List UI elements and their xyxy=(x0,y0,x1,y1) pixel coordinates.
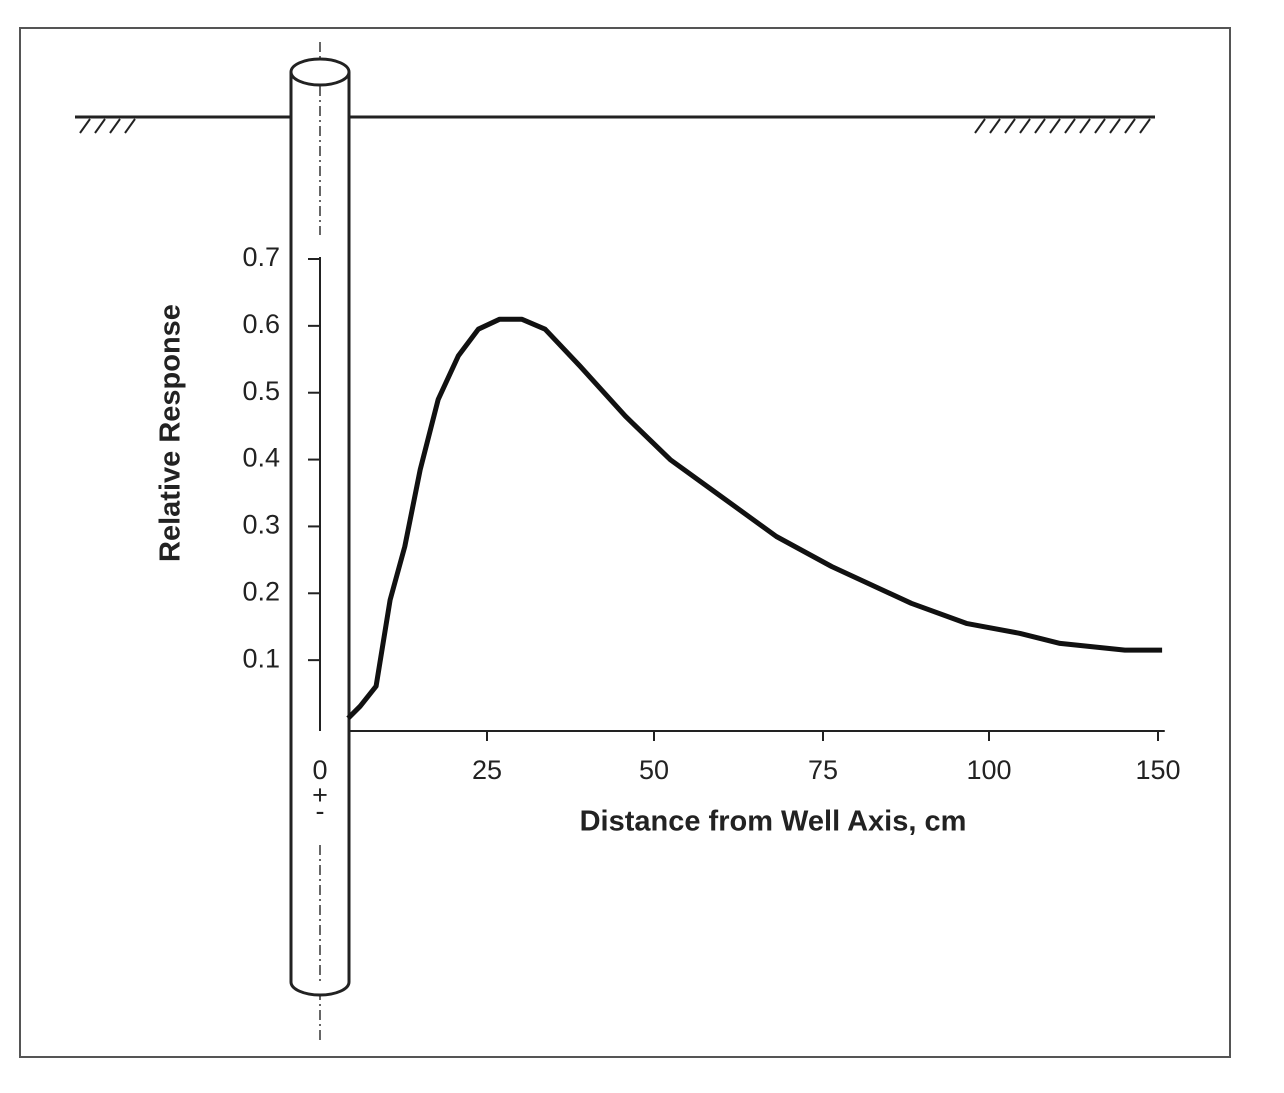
x-tick-label: 100 xyxy=(966,755,1011,785)
x-tick-label: 150 xyxy=(1135,755,1180,785)
x-axis-label: Distance from Well Axis, cm xyxy=(580,806,967,838)
well-top xyxy=(289,57,351,87)
x-tick-label: 50 xyxy=(639,755,669,785)
y-tick-label: 0.7 xyxy=(242,242,280,272)
ground-hatch xyxy=(79,118,1151,134)
x-tick-label: 25 xyxy=(472,755,502,785)
y-tick-label: 0.6 xyxy=(242,309,280,339)
y-axis-label: Relative Response xyxy=(155,304,187,562)
hatch-mark xyxy=(1094,118,1106,134)
hatch-mark xyxy=(1079,118,1091,134)
hatch-mark xyxy=(1034,118,1046,134)
annotation: + xyxy=(312,780,328,810)
frame xyxy=(19,27,1231,1058)
response-curve xyxy=(346,316,1163,721)
hatch-mark xyxy=(1019,118,1031,134)
annotation: - xyxy=(316,796,325,826)
y-tick-label: 0.3 xyxy=(242,510,280,540)
y-tick-label: 0.2 xyxy=(242,576,280,606)
hatch-mark xyxy=(1064,118,1076,134)
y-tick-label: 0.5 xyxy=(242,376,280,406)
hatch-mark xyxy=(1109,118,1121,134)
hatch-mark xyxy=(1049,118,1061,134)
x-tick-label: 0 xyxy=(312,755,327,785)
hatch-mark xyxy=(109,118,121,134)
x-tick-label: 75 xyxy=(808,755,838,785)
y-tick-label: 0.4 xyxy=(242,443,280,473)
hatch-mark xyxy=(1124,118,1136,134)
hatch-mark xyxy=(974,118,986,134)
hatch-mark xyxy=(1004,118,1016,134)
hatch-mark xyxy=(94,118,106,134)
y-tick-label: 0.1 xyxy=(242,643,280,673)
hatch-mark xyxy=(124,118,136,134)
hatch-mark xyxy=(1139,118,1151,134)
hatch-mark xyxy=(989,118,1001,134)
hatch-mark xyxy=(79,118,91,134)
